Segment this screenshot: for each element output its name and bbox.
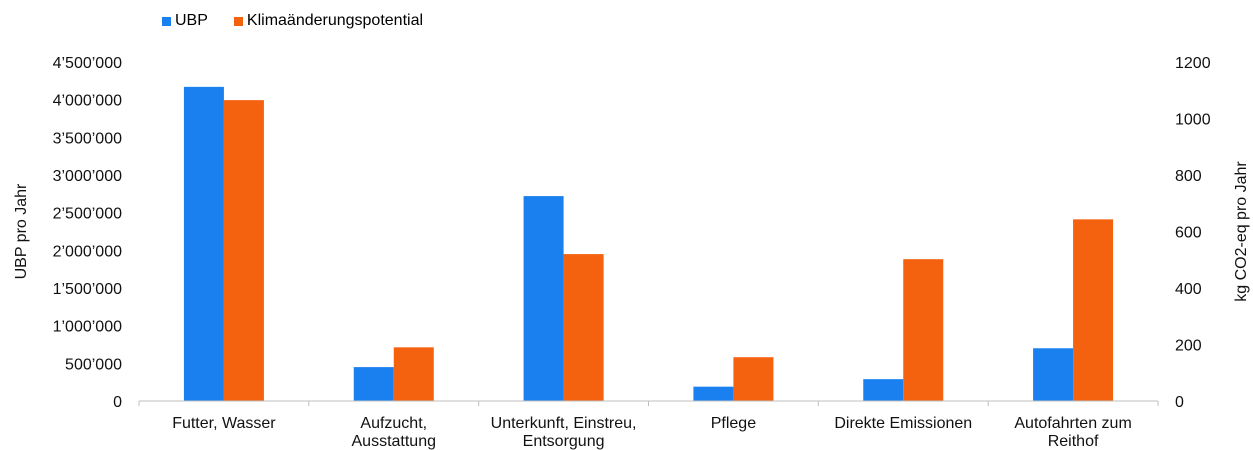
- bar-ubp-0: [183, 86, 224, 402]
- y2-tick-label: 1200: [1175, 55, 1211, 72]
- x-category-label: Reithof: [1048, 433, 1099, 450]
- chart-legend: UBP Klimaänderungspotential: [162, 12, 449, 30]
- y-tick-label: 500’000: [65, 356, 122, 373]
- x-category-label: Unterkunft, Einstreu,: [491, 415, 637, 432]
- bar-klima-1: [393, 347, 434, 401]
- x-category-label: Entsorgung: [523, 433, 605, 450]
- y2-tick-label: 800: [1175, 168, 1202, 185]
- legend-label-klima: Klimaänderungspotential: [246, 12, 424, 29]
- bar-ubp-4: [863, 379, 904, 401]
- y-tick-label: 3’000’000: [53, 168, 123, 185]
- y2-tick-label: 600: [1175, 225, 1202, 242]
- bar-klima-4: [903, 259, 944, 401]
- y-tick-label: 1’500’000: [53, 281, 123, 298]
- y-tick-label: 4’500’000: [53, 55, 123, 72]
- x-category-label: Ausstattung: [352, 433, 437, 450]
- bar-ubp-3: [693, 386, 734, 401]
- y-tick-label: 4’000’000: [53, 93, 123, 110]
- bar-klima-5: [1073, 219, 1114, 401]
- y-tick-label: 3’500’000: [53, 130, 123, 147]
- x-category-label: Pflege: [711, 415, 756, 432]
- x-category-label: Futter, Wasser: [172, 415, 276, 432]
- y-tick-label: 0: [113, 394, 122, 411]
- y2-tick-label: 0: [1175, 394, 1184, 411]
- y-tick-label: 2’000’000: [53, 243, 123, 260]
- legend-swatch-klima: [233, 16, 243, 26]
- x-category-label: Autofahrten zum: [1014, 415, 1131, 432]
- y-axis-title: UBP pro Jahr: [13, 183, 30, 279]
- legend-item-klima: Klimaänderungspotential: [233, 12, 424, 30]
- bar-klima-0: [223, 100, 264, 401]
- y2-tick-label: 200: [1175, 338, 1202, 355]
- y2-tick-label: 1000: [1175, 112, 1211, 129]
- y2-tick-label: 400: [1175, 281, 1202, 298]
- y2-axis-title: kg CO2-eq pro Jahr: [1233, 161, 1250, 302]
- bar-ubp-2: [523, 196, 564, 401]
- y-tick-label: 2’500’000: [53, 206, 123, 223]
- bar-klima-3: [733, 357, 774, 401]
- bar-ubp-1: [353, 367, 394, 401]
- y-tick-label: 1’000’000: [53, 319, 123, 336]
- x-category-label: Aufzucht,: [360, 415, 427, 432]
- legend-item-ubp: UBP: [162, 12, 208, 30]
- legend-label-ubp: UBP: [175, 12, 208, 29]
- x-category-label: Direkte Emissionen: [834, 415, 972, 432]
- legend-swatch-ubp: [162, 16, 171, 26]
- bar-klima-2: [563, 254, 604, 401]
- bar-ubp-5: [1033, 348, 1074, 401]
